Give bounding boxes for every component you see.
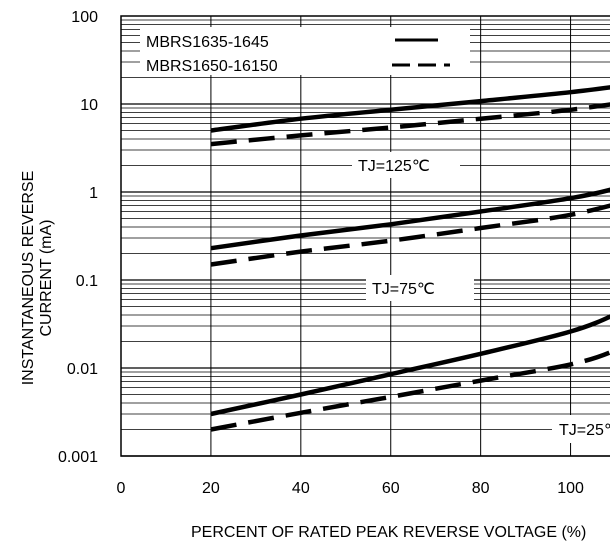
x-tick-label: 40 bbox=[292, 480, 310, 497]
annotation-background-25 bbox=[552, 415, 610, 443]
curve-solid-25 bbox=[210, 314, 610, 417]
annotations: TJ=125℃ TJ=75℃ TJ=25℃ bbox=[352, 152, 610, 443]
curves bbox=[210, 85, 610, 432]
x-tick-label: 0 bbox=[117, 480, 126, 497]
legend-box bbox=[140, 27, 470, 75]
x-tick-label: 100 bbox=[557, 480, 584, 497]
y-axis-title-line1: INSTANTANEOUS REVERSE bbox=[20, 171, 37, 386]
curve-dashed-75 bbox=[210, 203, 610, 267]
legend-label-mbrs1635-1645: MBRS1635-1645 bbox=[146, 34, 269, 51]
annotation-tj-25: TJ=25℃ bbox=[559, 422, 610, 439]
annotation-tj-75: TJ=75℃ bbox=[372, 281, 435, 298]
x-tick-label: 80 bbox=[472, 480, 490, 497]
x-tick-labels: 0 20 40 60 80 100 bbox=[117, 480, 584, 497]
legend: MBRS1635-1645 MBRS1650-16150 bbox=[140, 27, 470, 75]
y-tick-label: 1 bbox=[89, 185, 98, 202]
annotation-background-125 bbox=[352, 152, 460, 178]
curve-solid-75 bbox=[210, 187, 610, 251]
y-tick-label: 0.001 bbox=[58, 449, 98, 466]
x-tick-label: 60 bbox=[382, 480, 400, 497]
y-axis-title-line2: CURRENT (mA) bbox=[38, 219, 55, 336]
curve-dashed-125 bbox=[210, 102, 610, 147]
y-tick-label: 0.1 bbox=[76, 273, 98, 290]
x-tick-label: 20 bbox=[202, 480, 220, 497]
y-tick-label: 10 bbox=[80, 97, 98, 114]
plot-frame bbox=[120, 15, 610, 457]
annotation-tj-125: TJ=125℃ bbox=[358, 158, 430, 175]
curve-solid-125 bbox=[210, 85, 610, 133]
legend-label-mbrs1650-16150: MBRS1650-16150 bbox=[146, 58, 278, 75]
grid bbox=[121, 16, 610, 457]
annotation-background-75 bbox=[366, 275, 474, 301]
y-tick-labels: 0.001 0.01 0.1 1 10 100 bbox=[58, 9, 98, 466]
y-tick-label: 100 bbox=[71, 9, 98, 26]
y-tick-label: 0.01 bbox=[67, 361, 98, 378]
x-axis-title: PERCENT OF RATED PEAK REVERSE VOLTAGE (%… bbox=[191, 524, 586, 541]
curve-dashed-25 bbox=[210, 349, 610, 432]
